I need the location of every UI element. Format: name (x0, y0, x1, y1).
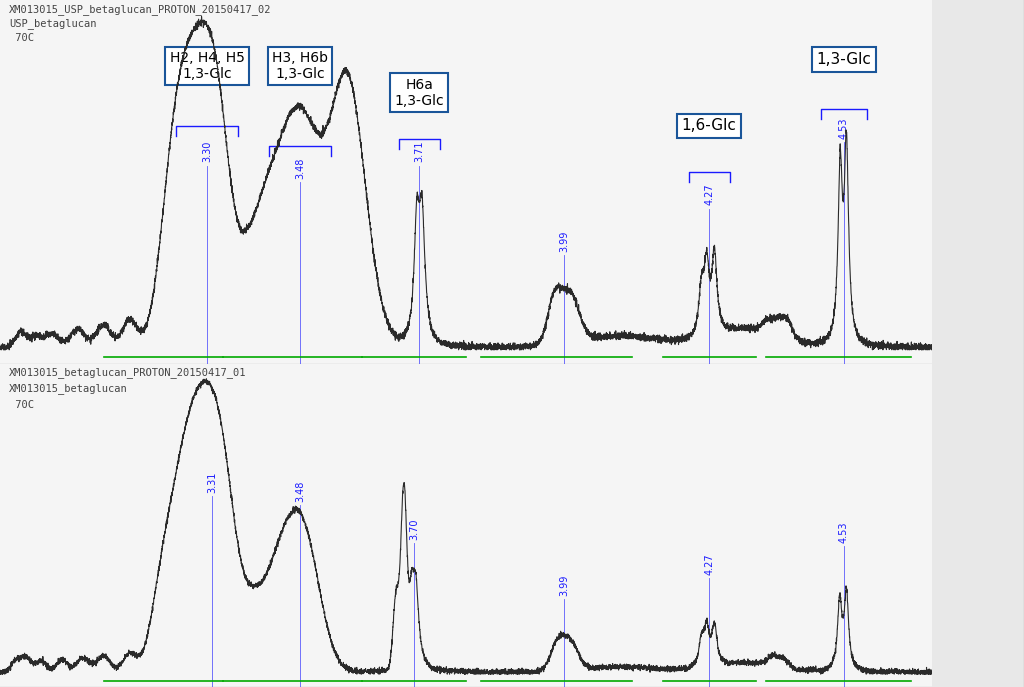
Text: 3.71: 3.71 (415, 141, 424, 162)
Text: 3.70: 3.70 (410, 519, 419, 540)
Text: XM013015_betaglucan_PROTON_20150417_01: XM013015_betaglucan_PROTON_20150417_01 (9, 368, 247, 379)
Text: 3.30: 3.30 (202, 141, 212, 162)
Text: 2.01: 2.01 (288, 686, 297, 687)
Text: H6a
1,3-Glc: H6a 1,3-Glc (394, 78, 444, 108)
Text: 1,6-Glc: 1,6-Glc (682, 118, 736, 133)
Text: 0.18: 0.18 (705, 363, 714, 383)
Text: 1.97: 1.97 (288, 363, 297, 383)
Text: 70C: 70C (9, 400, 35, 409)
Text: 2.98: 2.98 (159, 363, 168, 383)
Text: 0.19: 0.19 (705, 686, 714, 687)
Text: 4.53: 4.53 (839, 117, 849, 139)
Text: 1.00: 1.00 (835, 363, 843, 383)
Text: USP_betaglucan: USP_betaglucan (9, 18, 97, 29)
Text: H2, H4, H5
1,3-Glc: H2, H4, H5 1,3-Glc (170, 51, 245, 81)
Text: 4.53: 4.53 (839, 521, 849, 543)
Text: 1.00: 1.00 (835, 686, 843, 687)
Text: 3.04: 3.04 (159, 686, 168, 687)
Text: XM013015_USP_betaglucan_PROTON_20150417_02: XM013015_USP_betaglucan_PROTON_20150417_… (9, 3, 271, 14)
Text: 3.48: 3.48 (295, 157, 305, 179)
Text: 3.99: 3.99 (559, 574, 569, 596)
Text: 0.26: 0.26 (552, 686, 561, 687)
Text: 3.48: 3.48 (295, 481, 305, 502)
Text: 1,3-Glc: 1,3-Glc (816, 52, 871, 67)
Text: H3, H6b
1,3-Glc: H3, H6b 1,3-Glc (272, 51, 329, 81)
Text: 1.08: 1.08 (410, 363, 419, 383)
Text: 0.31: 0.31 (552, 363, 561, 383)
Text: 70C: 70C (9, 33, 35, 43)
Text: 3.99: 3.99 (559, 230, 569, 251)
Text: 3.31: 3.31 (207, 472, 217, 493)
Text: XM013015_betaglucan: XM013015_betaglucan (9, 383, 128, 394)
Text: 4.27: 4.27 (705, 554, 714, 576)
Text: 4.27: 4.27 (705, 183, 714, 205)
Text: 1.11: 1.11 (410, 686, 419, 687)
